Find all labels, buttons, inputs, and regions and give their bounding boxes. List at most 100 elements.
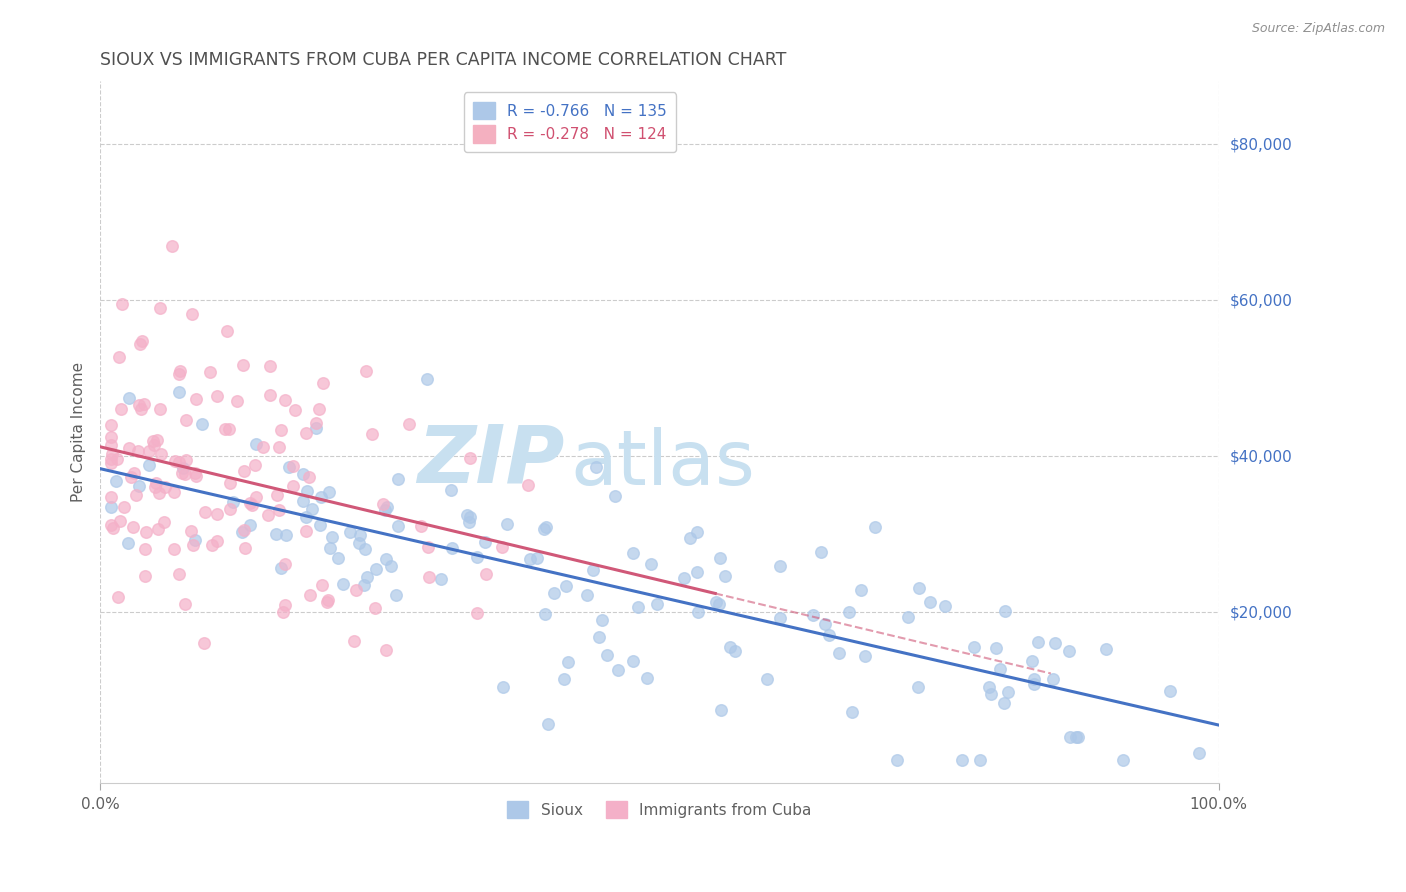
Point: [174, 597, 197, 611]
Point: [387, 472, 409, 486]
Point: [100, 518, 122, 533]
Point: [366, 562, 388, 576]
Point: [1021, 654, 1043, 668]
Point: [100, 456, 122, 470]
Point: [153, 515, 176, 529]
Point: [326, 550, 349, 565]
Point: [163, 484, 186, 499]
Y-axis label: Per Capita Income: Per Capita Income: [72, 362, 86, 502]
Point: [645, 597, 668, 611]
Point: [274, 557, 297, 571]
Point: [458, 451, 481, 466]
Point: [387, 519, 409, 533]
Point: [979, 681, 1001, 695]
Point: [553, 673, 575, 687]
Point: [409, 519, 432, 533]
Point: [135, 525, 157, 540]
Point: [143, 438, 166, 452]
Point: [814, 617, 837, 632]
Point: [150, 447, 173, 461]
Point: [801, 607, 824, 622]
Point: [686, 525, 709, 540]
Point: [112, 500, 135, 514]
Point: [129, 401, 152, 416]
Point: [585, 460, 607, 475]
Point: [704, 594, 727, 608]
Point: [108, 351, 131, 365]
Point: [218, 501, 240, 516]
Point: [148, 522, 170, 536]
Point: [232, 359, 254, 373]
Point: [344, 582, 367, 597]
Point: [360, 426, 382, 441]
Point: [134, 568, 156, 582]
Point: [465, 549, 488, 564]
Point: [110, 401, 132, 416]
Point: [301, 501, 323, 516]
Point: [180, 306, 202, 320]
Point: [100, 500, 122, 514]
Point: [100, 491, 122, 505]
Point: [474, 535, 496, 549]
Point: [163, 542, 186, 557]
Point: [125, 488, 148, 502]
Point: [104, 474, 127, 488]
Point: [226, 393, 249, 408]
Point: [1059, 730, 1081, 744]
Point: [1112, 753, 1135, 767]
Point: [274, 393, 297, 408]
Point: [755, 673, 778, 687]
Point: [120, 469, 142, 483]
Point: [380, 558, 402, 573]
Point: [354, 542, 377, 557]
Point: [239, 496, 262, 510]
Point: [283, 458, 305, 473]
Point: [440, 483, 463, 497]
Point: [984, 640, 1007, 655]
Point: [148, 486, 170, 500]
Point: [934, 599, 956, 613]
Point: [1159, 684, 1181, 698]
Point: [100, 451, 122, 466]
Point: [176, 453, 198, 467]
Point: [640, 558, 662, 572]
Point: [374, 503, 396, 517]
Point: [458, 510, 481, 524]
Point: [457, 515, 479, 529]
Point: [920, 595, 942, 609]
Point: [245, 490, 267, 504]
Point: [828, 646, 851, 660]
Point: [252, 440, 274, 454]
Point: [243, 458, 266, 472]
Point: [588, 630, 610, 644]
Point: [441, 541, 464, 555]
Point: [167, 384, 190, 399]
Point: [172, 461, 194, 475]
Point: [222, 495, 245, 509]
Point: [672, 571, 695, 585]
Point: [149, 401, 172, 416]
Point: [270, 423, 292, 437]
Point: [519, 552, 541, 566]
Point: [582, 562, 605, 576]
Point: [181, 537, 204, 551]
Point: [375, 500, 398, 514]
Point: [214, 422, 236, 436]
Point: [128, 479, 150, 493]
Point: [818, 627, 841, 641]
Point: [271, 605, 294, 619]
Point: [371, 497, 394, 511]
Point: [122, 467, 145, 481]
Text: Source: ZipAtlas.com: Source: ZipAtlas.com: [1251, 22, 1385, 36]
Point: [142, 434, 165, 448]
Point: [710, 703, 733, 717]
Point: [184, 392, 207, 406]
Point: [172, 467, 194, 481]
Point: [418, 570, 440, 584]
Point: [533, 522, 555, 536]
Point: [349, 528, 371, 542]
Point: [134, 541, 156, 556]
Point: [111, 297, 134, 311]
Point: [316, 593, 339, 607]
Point: [364, 601, 387, 615]
